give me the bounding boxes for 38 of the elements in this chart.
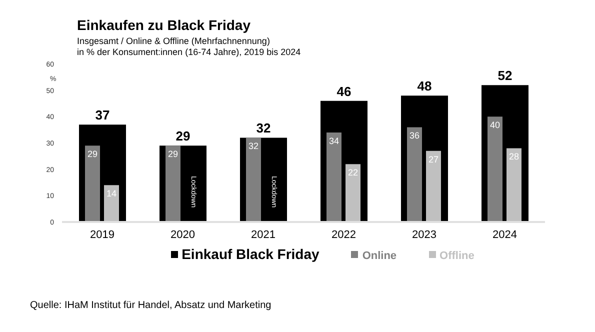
x-tick-label: 2019 xyxy=(90,228,114,241)
bar xyxy=(506,148,522,222)
x-tick-label: 2023 xyxy=(412,228,436,241)
bar xyxy=(246,138,261,222)
data-label: 14 xyxy=(106,188,117,199)
data-label: 32 xyxy=(256,120,271,136)
data-label: 22 xyxy=(348,167,358,178)
bar xyxy=(488,116,502,222)
chart-title: Einkaufen zu Black Friday xyxy=(77,17,250,33)
data-label: 29 xyxy=(87,149,98,160)
bar xyxy=(407,127,422,222)
data-label: 40 xyxy=(490,120,500,130)
bar xyxy=(326,132,342,222)
data-label: 46 xyxy=(336,84,352,99)
data-label: 34 xyxy=(328,136,340,146)
data-label: 28 xyxy=(508,152,520,162)
legend-label: Online xyxy=(362,250,397,262)
legend-label: Einkauf Black Friday xyxy=(182,246,320,262)
data-label: 29 xyxy=(168,149,178,160)
bar xyxy=(426,150,441,222)
x-tick-label: 2021 xyxy=(251,228,276,241)
x-tick-label: 2020 xyxy=(170,228,195,241)
bar xyxy=(85,146,100,222)
data-label: 37 xyxy=(95,108,110,123)
data-label: 52 xyxy=(498,68,512,84)
x-tick-label: 2024 xyxy=(492,228,517,241)
data-label: 29 xyxy=(176,128,190,144)
x-tick-label: 2022 xyxy=(332,228,356,241)
data-label: 27 xyxy=(428,154,439,164)
bar xyxy=(346,164,360,222)
data-label: 36 xyxy=(409,130,420,141)
bar xyxy=(166,146,180,222)
data-label: 48 xyxy=(417,78,432,94)
chart-subtitle: Insgesamt / Online & Offline (Mehrfachnennung) in % der Konsument:innen (16-74 Jahre), 2019 bis 2024 xyxy=(77,36,301,57)
legend-label: Offline xyxy=(440,250,474,262)
bar xyxy=(104,185,119,222)
source-note: Quelle: IHaM Institut für Handel, Absatz und Marketing xyxy=(30,300,272,311)
data-label: 32 xyxy=(248,141,259,152)
